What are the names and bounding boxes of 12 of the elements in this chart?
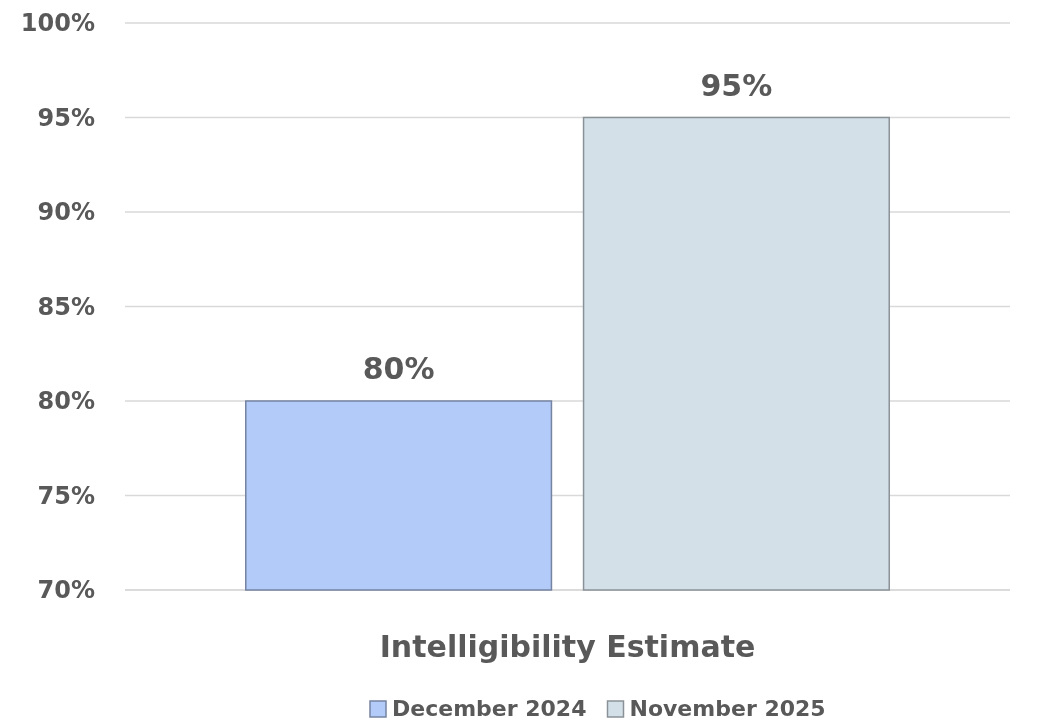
- y-tick-label: 95%: [37, 103, 95, 132]
- data-label: 95%: [700, 67, 773, 103]
- legend-label: November 2025: [629, 696, 826, 721]
- y-tick-label: 75%: [37, 481, 95, 510]
- y-tick-label: 100%: [20, 9, 95, 38]
- legend-label: December 2024: [392, 696, 587, 721]
- y-tick-label: 85%: [37, 292, 95, 321]
- y-tick-label: 70%: [37, 576, 95, 605]
- x-tick-label: Intelligibility Estimate: [379, 629, 756, 664]
- y-tick-label: 90%: [37, 198, 95, 227]
- y-tick-label: 80%: [37, 387, 95, 416]
- data-label: 80%: [362, 351, 435, 386]
